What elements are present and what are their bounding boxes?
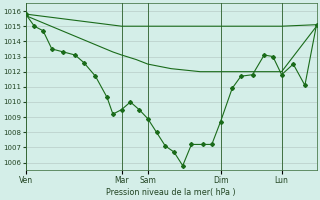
X-axis label: Pression niveau de la mer( hPa ): Pression niveau de la mer( hPa ) xyxy=(106,188,236,197)
